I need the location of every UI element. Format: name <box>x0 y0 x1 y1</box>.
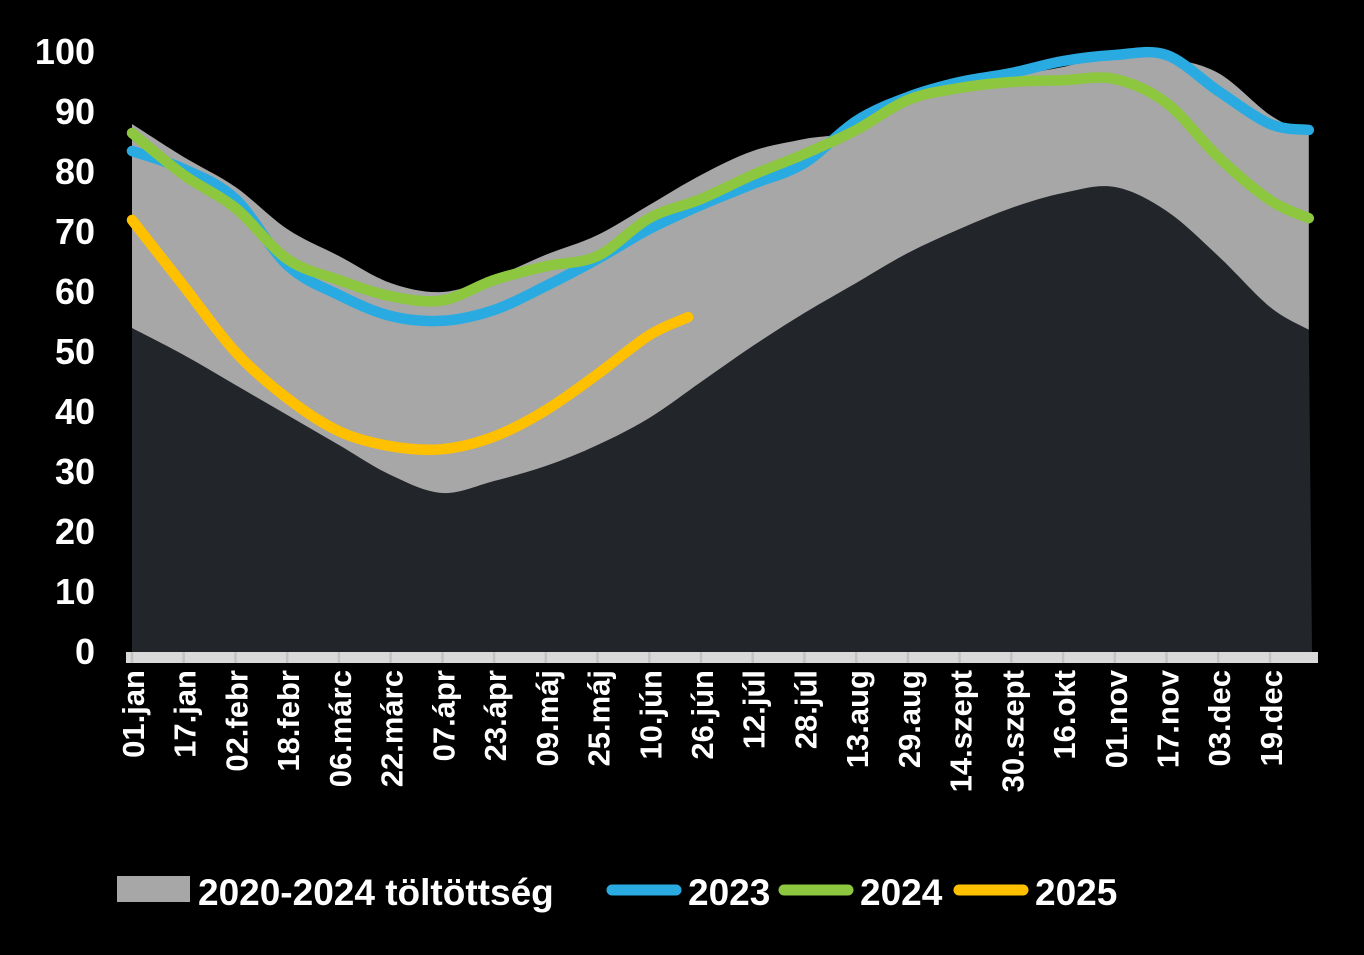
y-tick-label: 30 <box>55 451 95 492</box>
x-tick-label: 10.jún <box>633 670 668 760</box>
x-tick-label: 06.márc <box>323 670 358 787</box>
y-tick-label: 50 <box>55 331 95 372</box>
legend: 2020-2024 töltöttség 2023 2024 2025 <box>117 872 1117 913</box>
x-tick-label: 28.júl <box>788 670 823 749</box>
y-tick-label: 60 <box>55 271 95 312</box>
legend-label-2025: 2025 <box>1035 872 1117 913</box>
x-tick-label: 17.nov <box>1151 669 1186 768</box>
x-tick-label: 02.febr <box>220 670 255 772</box>
y-tick-label: 0 <box>75 631 95 672</box>
x-tick-label: 13.aug <box>840 670 875 768</box>
x-tick-label: 23.ápr <box>478 670 513 761</box>
x-tick-label: 16.okt <box>1047 670 1082 760</box>
y-tick-label: 10 <box>55 571 95 612</box>
band-2020-2024 <box>132 54 1309 494</box>
legend-label-band: 2020-2024 töltöttség <box>198 872 554 913</box>
legend-swatch-band <box>117 876 190 902</box>
legend-label-2024: 2024 <box>860 872 943 913</box>
x-tick-label: 14.szept <box>944 670 979 792</box>
x-tick-label: 26.jún <box>685 670 720 760</box>
y-tick-label: 90 <box>55 91 95 132</box>
line-2025 <box>126 214 694 456</box>
legend-label-2023: 2023 <box>688 872 770 913</box>
y-axis-labels: 0 10 20 30 40 50 60 70 80 90 100 <box>35 31 95 672</box>
x-axis-labels: 01.jan 17.jan 02.febr 18.febr 06.márc 22.márc… <box>116 669 1289 792</box>
x-tick-label: 29.aug <box>892 670 927 768</box>
x-tick-label: 12.júl <box>737 670 772 749</box>
plot-area <box>126 46 1315 652</box>
line-2024 <box>126 72 1315 307</box>
x-tick-label: 22.márc <box>375 670 410 787</box>
y-tick-label: 80 <box>55 151 95 192</box>
x-tick-label: 25.máj <box>582 670 617 767</box>
x-tick-label: 07.ápr <box>426 670 461 761</box>
x-tick-label: 17.jan <box>168 670 203 758</box>
x-axis-bar <box>126 652 1318 663</box>
y-tick-label: 20 <box>55 511 95 552</box>
x-tick-label: 30.szept <box>995 670 1030 792</box>
x-tick-label: 19.dec <box>1254 670 1289 767</box>
y-tick-label: 70 <box>55 211 95 252</box>
x-tick-label: 01.jan <box>116 670 151 758</box>
line-2023 <box>126 46 1315 327</box>
y-tick-label: 40 <box>55 391 95 432</box>
x-tick-label: 01.nov <box>1099 669 1134 768</box>
below-band-area <box>132 186 1312 652</box>
x-tick-label: 18.febr <box>271 670 306 772</box>
x-axis-ticks <box>130 652 1272 663</box>
x-tick-label: 03.dec <box>1202 670 1237 767</box>
y-tick-label: 100 <box>35 31 95 72</box>
x-tick-label: 09.máj <box>530 670 565 767</box>
